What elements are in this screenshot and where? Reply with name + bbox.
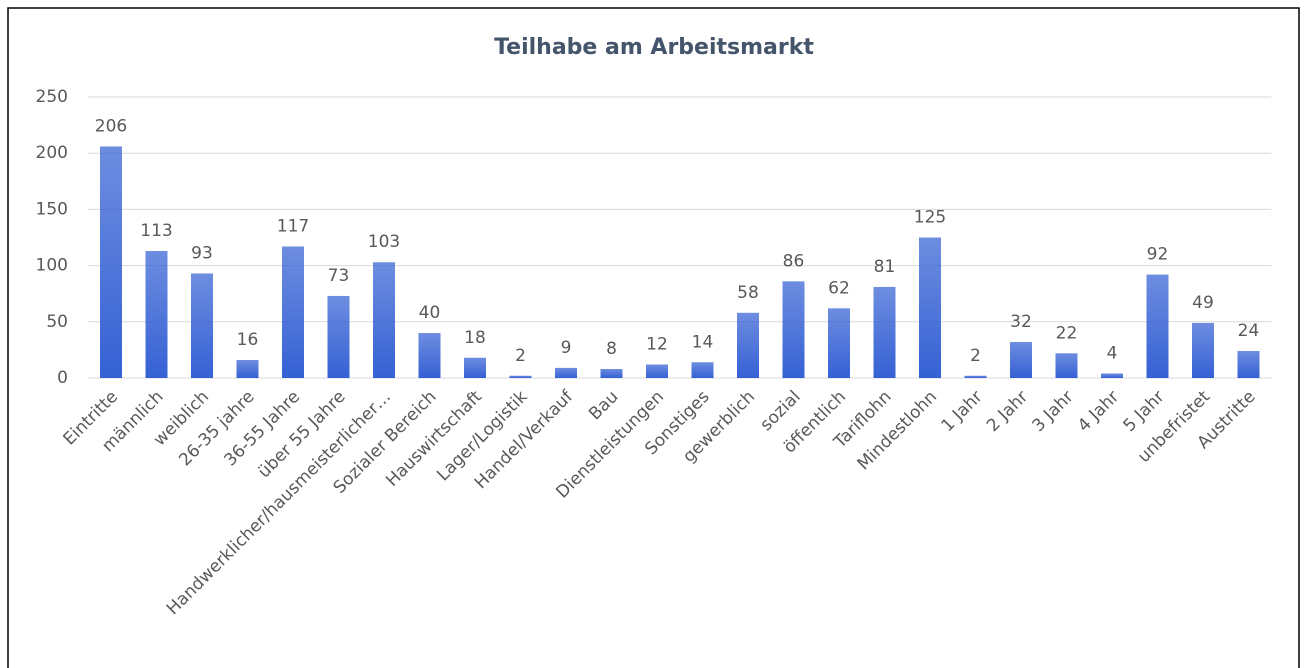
bar [1192, 322, 1214, 378]
data-label: 22 [1056, 323, 1078, 343]
bar [782, 281, 805, 378]
bar [373, 262, 395, 378]
data-label: 93 [191, 243, 213, 263]
y-tick-label: 200 [36, 143, 68, 163]
bar [236, 360, 259, 378]
bar [418, 333, 441, 378]
y-tick-label: 100 [36, 256, 68, 276]
bar [509, 375, 532, 378]
data-label: 117 [277, 216, 309, 236]
data-label: 18 [464, 328, 486, 348]
y-tick-label: 50 [46, 312, 68, 332]
data-label: 12 [646, 335, 668, 355]
bar [828, 308, 850, 378]
data-label: 8 [606, 339, 617, 359]
y-tick-label: 250 [36, 87, 68, 107]
y-tick-label: 0 [57, 368, 68, 388]
bar [191, 273, 213, 378]
bar [145, 250, 168, 378]
bar [1055, 353, 1078, 378]
data-label: 24 [1238, 321, 1260, 341]
data-label: 32 [1010, 312, 1032, 332]
data-label: 9 [561, 338, 572, 358]
data-label: 206 [95, 116, 127, 136]
data-label: 86 [783, 251, 805, 271]
data-label: 62 [828, 278, 850, 298]
data-label: 113 [140, 221, 172, 241]
data-label: 92 [1147, 245, 1169, 265]
chart-border [7, 7, 1300, 668]
data-label: 2 [970, 346, 981, 366]
data-label: 73 [328, 266, 350, 286]
bar [964, 375, 987, 378]
bar [691, 362, 714, 378]
data-label: 49 [1192, 293, 1214, 313]
bar [1101, 373, 1123, 378]
data-label: 4 [1107, 344, 1118, 364]
data-label: 16 [237, 330, 259, 350]
bar [1010, 342, 1032, 378]
bar [282, 246, 304, 378]
data-label: 14 [692, 332, 714, 352]
bar [100, 146, 122, 378]
bar [600, 369, 623, 378]
bar [737, 312, 759, 378]
bar [873, 286, 896, 378]
chart-title: Teilhabe am Arbeitsmarkt [494, 35, 814, 60]
bar [1146, 274, 1169, 378]
bar [1237, 351, 1260, 378]
y-tick-label: 150 [36, 199, 68, 219]
bar [919, 237, 941, 378]
data-label: 40 [419, 303, 441, 323]
bar [327, 295, 350, 378]
data-label: 58 [737, 283, 759, 303]
bar [646, 364, 668, 378]
data-label: 81 [874, 257, 896, 277]
data-label: 103 [368, 232, 400, 252]
data-label: 2 [515, 346, 526, 366]
data-label: 125 [914, 208, 946, 228]
bar [555, 367, 577, 378]
bar [464, 357, 486, 378]
